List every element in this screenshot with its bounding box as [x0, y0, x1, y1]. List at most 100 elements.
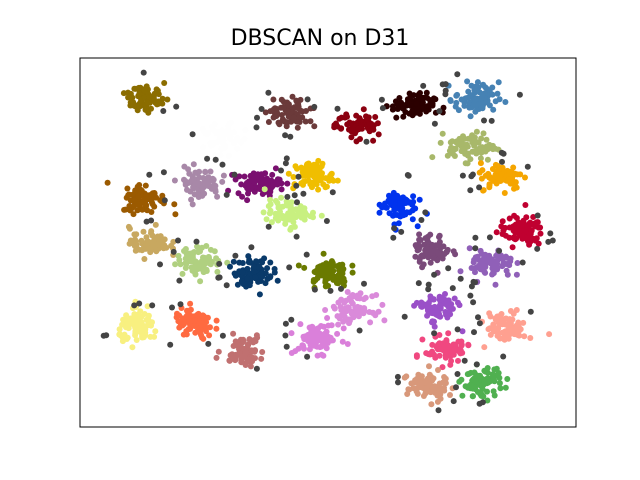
cluster-14-point — [535, 240, 542, 247]
cluster-3-point — [360, 106, 367, 113]
noise-point — [545, 238, 552, 245]
cluster-12-point — [290, 211, 297, 218]
noise-point — [283, 155, 290, 162]
cluster-15-point — [143, 234, 150, 241]
cluster-9-point — [188, 196, 195, 203]
noise-point — [173, 103, 180, 110]
cluster-14-point — [532, 235, 539, 242]
noise-point — [461, 357, 468, 364]
cluster-13-point — [397, 200, 404, 207]
cluster-8-point — [148, 193, 155, 200]
cluster-28-point — [445, 330, 452, 337]
cluster-20-point — [502, 253, 509, 260]
cluster-27-point — [481, 344, 488, 351]
cluster-25-point — [310, 330, 317, 337]
cluster-15-point — [143, 241, 150, 248]
cluster-26-point — [446, 308, 453, 315]
noise-point — [481, 117, 487, 124]
cluster-15-point — [150, 238, 157, 245]
noise-point — [415, 280, 422, 287]
cluster-12-point — [260, 209, 267, 216]
noise-point — [284, 193, 291, 200]
cluster-3-point — [334, 123, 341, 130]
noise-point — [161, 197, 168, 204]
noise-point — [470, 278, 477, 285]
cluster-24-point — [346, 317, 353, 324]
cluster-25-point — [344, 341, 351, 347]
cluster-16-point — [193, 259, 200, 266]
cluster-7-point — [505, 176, 512, 183]
cluster-5-point — [471, 101, 478, 107]
cluster-11-point — [323, 183, 330, 190]
cluster-29-point — [421, 386, 428, 393]
cluster-19-point — [416, 258, 423, 265]
cluster-31-point — [209, 123, 216, 130]
noise-point — [291, 192, 298, 199]
noise-point — [148, 217, 155, 224]
noise-point — [534, 245, 541, 252]
cluster-14-point — [531, 220, 538, 227]
cluster-13-point — [400, 212, 407, 219]
noise-point — [303, 251, 310, 258]
cluster-9-point — [181, 176, 187, 183]
cluster-11-point — [327, 175, 334, 182]
cluster-19-point — [416, 231, 423, 238]
cluster-24-point — [344, 289, 351, 295]
cluster-31-point — [242, 127, 249, 134]
cluster-14-point — [512, 236, 519, 243]
cluster-27-point — [489, 325, 496, 331]
noise-point — [219, 161, 226, 168]
cluster-18-point — [349, 262, 356, 269]
cluster-24-point — [340, 318, 347, 325]
cluster-11-point — [309, 168, 316, 175]
noise-point — [425, 281, 432, 288]
cluster-14-point — [537, 230, 544, 237]
cluster-19-point — [450, 248, 457, 255]
cluster-16-point — [175, 252, 182, 259]
cluster-20-point — [457, 268, 464, 275]
cluster-24-point — [357, 290, 364, 297]
cluster-8-point — [142, 198, 149, 204]
cluster-5-point — [472, 108, 479, 115]
noise-point — [457, 275, 464, 282]
cluster-20-point — [473, 264, 479, 271]
cluster-24-point — [369, 293, 376, 300]
cluster-29-point — [410, 385, 417, 392]
cluster-18-point — [312, 269, 319, 276]
cluster-21-point — [132, 324, 139, 331]
noise-point — [204, 155, 211, 162]
cluster-30-point — [473, 372, 480, 379]
noise-point — [472, 245, 479, 252]
cluster-13-point — [394, 212, 401, 218]
noise-point — [304, 96, 311, 103]
cluster-31-point — [226, 120, 233, 127]
cluster-15-point — [152, 221, 159, 228]
cluster-24-point — [379, 301, 386, 308]
cluster-14-point — [527, 219, 534, 226]
cluster-27-point — [494, 332, 501, 339]
axes-frame — [79, 57, 577, 428]
cluster-27-point — [521, 333, 528, 340]
noise-point — [167, 341, 174, 348]
cluster-5-point — [453, 99, 460, 106]
cluster-19-point — [425, 254, 432, 261]
cluster-24-point — [335, 321, 342, 328]
noise-point — [143, 218, 150, 225]
cluster-2-point — [280, 104, 287, 111]
cluster-21-point — [123, 312, 130, 319]
cluster-25-point — [334, 330, 341, 337]
cluster-6-point — [477, 155, 484, 162]
cluster-3-point — [375, 131, 382, 138]
cluster-9-point — [171, 177, 178, 184]
cluster-6-point — [449, 145, 456, 152]
cluster-22-point — [213, 325, 220, 332]
data-points — [100, 69, 556, 414]
cluster-13-point — [386, 210, 393, 217]
cluster-10-point — [272, 165, 279, 172]
cluster-11-point — [317, 177, 324, 184]
cluster-14-point — [513, 215, 520, 221]
cluster-6-point — [465, 135, 472, 142]
cluster-28-point — [431, 351, 437, 358]
cluster-1-point — [155, 100, 162, 107]
cluster-7-point — [486, 182, 493, 189]
